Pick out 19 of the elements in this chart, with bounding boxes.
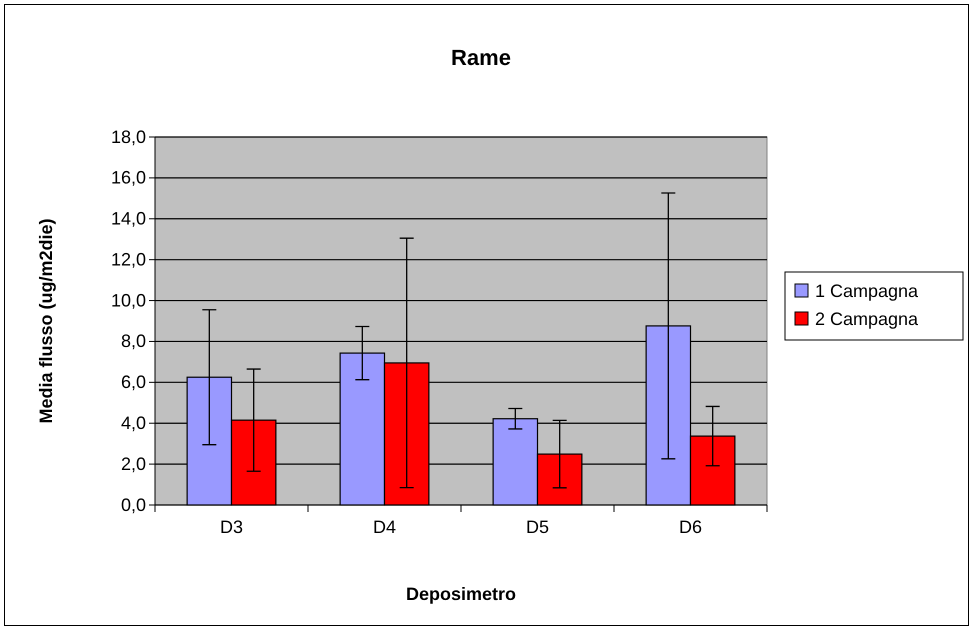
- y-tick-label: 4,0: [120, 412, 146, 433]
- y-tick-label: 0,0: [120, 494, 146, 515]
- legend-label: 1 Campagna: [815, 281, 920, 301]
- y-tick-label: 2,0: [120, 454, 146, 474]
- y-tick-label: 6,0: [120, 372, 146, 392]
- x-tick-label: D5: [526, 517, 550, 538]
- x-tick-label: D4: [372, 517, 396, 538]
- x-tick-label: D6: [678, 517, 702, 538]
- legend-label: 2 Campagna: [815, 309, 920, 329]
- y-tick-label: 18,0: [110, 126, 146, 147]
- y-tick-label: 16,0: [110, 168, 146, 188]
- y-tick-label: 14,0: [110, 208, 146, 229]
- chart-title: Rame: [451, 45, 511, 70]
- y-tick-label: 10,0: [110, 290, 146, 310]
- x-tick-label: D3: [220, 517, 244, 538]
- y-axis-title: Media flusso (ug/m2die): [36, 218, 56, 424]
- y-tick-label: 8,0: [120, 331, 146, 352]
- y-tick-label: 12,0: [110, 249, 146, 270]
- x-axis-title: Deposimetro: [406, 584, 516, 604]
